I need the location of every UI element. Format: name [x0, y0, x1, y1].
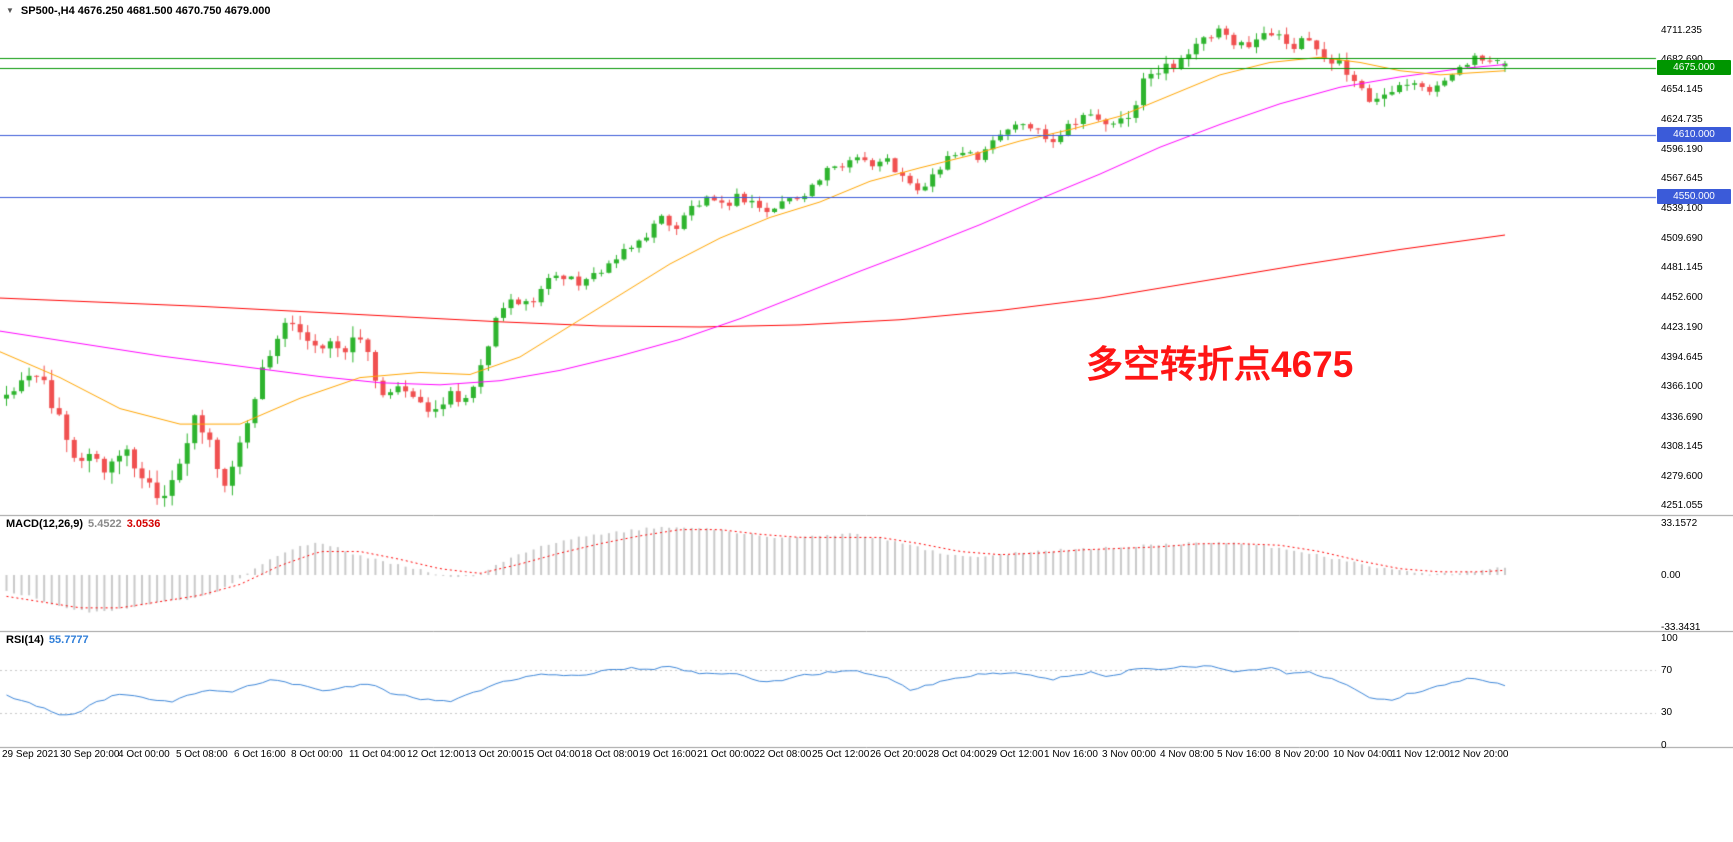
time-axis-label: 21 Oct 00:00 [697, 749, 755, 760]
axis-tick-label: 33.1572 [1661, 518, 1698, 529]
axis-tick-label: 4654.145 [1661, 84, 1703, 95]
time-axis-label: 13 Oct 20:00 [465, 749, 523, 760]
price-line-badge: 4610.000 [1657, 127, 1731, 142]
axis-tick-label: 4539.100 [1661, 203, 1703, 214]
axis-tick-label: 100 [1661, 633, 1678, 644]
axis-tick-label: 4682.690 [1661, 54, 1703, 65]
chart-title-text: SP500-,H4 4676.250 4681.500 4670.750 467… [20, 5, 271, 17]
time-axis-label: 12 Oct 12:00 [407, 749, 465, 760]
axis-tick-label: 4452.600 [1661, 292, 1703, 303]
time-axis-label: 11 Nov 12:00 [1391, 749, 1450, 760]
time-axis-label: 15 Oct 04:00 [523, 749, 581, 760]
time-axis-label: 26 Oct 20:00 [870, 749, 928, 760]
time-axis-label: 18 Oct 08:00 [581, 749, 639, 760]
time-axis-label: 19 Oct 16:00 [639, 749, 697, 760]
time-axis-label: 11 Oct 04:00 [349, 749, 406, 760]
axis-tick-label: 4711.235 [1661, 25, 1702, 36]
rsi-label-text: RSI(14) [6, 634, 44, 646]
time-axis-label: 10 Nov 04:00 [1333, 749, 1393, 760]
axis-tick-label: 4509.690 [1661, 233, 1703, 244]
macd-label-text: MACD(12,26,9) [6, 518, 84, 530]
time-axis-label: 5 Oct 08:00 [176, 749, 228, 760]
time-axis-label: 1 Nov 16:00 [1044, 749, 1098, 760]
chevron-down-icon[interactable]: ▼ [6, 6, 14, 15]
macd-indicator-label: MACD(12,26,9) 5.4522 3.0536 [6, 518, 160, 530]
axis-tick-label: 4308.145 [1661, 441, 1703, 452]
time-axis-label: 4 Oct 00:00 [118, 749, 170, 760]
rsi-indicator-label: RSI(14) 55.7777 [6, 634, 89, 646]
axis-tick-label: 4596.190 [1661, 144, 1703, 155]
time-axis-label: 8 Nov 20:00 [1275, 749, 1329, 760]
time-axis-label: 29 Oct 12:00 [986, 749, 1044, 760]
axis-tick-label: 4624.735 [1661, 114, 1703, 125]
chart-annotation-text[interactable]: 多空转折点4675 [1086, 344, 1354, 385]
time-axis-label: 5 Nov 16:00 [1217, 749, 1271, 760]
axis-tick-label: 4366.100 [1661, 381, 1703, 392]
axis-tick-label: 30 [1661, 707, 1673, 718]
time-axis-label: 12 Nov 20:00 [1449, 749, 1509, 760]
time-axis-label: 4 Nov 08:00 [1160, 749, 1214, 760]
time-axis-label: 22 Oct 08:00 [754, 749, 812, 760]
axis-tick-label: -33.3431 [1661, 622, 1701, 633]
axis-tick-label: 70 [1661, 665, 1673, 676]
macd-main-value: 5.4522 [88, 518, 122, 530]
time-axis-label: 28 Oct 04:00 [928, 749, 986, 760]
axis-tick-label: 4394.645 [1661, 352, 1703, 363]
chart-title: ▼ SP500-,H4 4676.250 4681.500 4670.750 46… [6, 5, 270, 17]
time-axis-label: 3 Nov 00:00 [1102, 749, 1156, 760]
time-axis-label: 29 Sep 2021 [2, 749, 59, 760]
axis-tick-label: 4423.190 [1661, 322, 1703, 333]
axis-tick-label: 0.00 [1661, 570, 1681, 581]
time-axis-label: 6 Oct 16:00 [234, 749, 286, 760]
time-axis-label: 30 Sep 20:00 [60, 749, 120, 760]
price-line-badge: 4675.000 [1657, 60, 1731, 75]
axis-tick-label: 4567.645 [1661, 173, 1703, 184]
price-line-badge: 4550.000 [1657, 189, 1731, 204]
axis-tick-label: 4336.690 [1661, 412, 1703, 423]
macd-signal-value: 3.0536 [126, 518, 161, 530]
time-axis-label: 25 Oct 12:00 [812, 749, 870, 760]
axis-tick-label: 4251.055 [1661, 500, 1703, 511]
axis-tick-label: 0 [1661, 740, 1667, 751]
time-axis-label: 8 Oct 00:00 [291, 749, 343, 760]
axis-tick-label: 4279.600 [1661, 471, 1703, 482]
rsi-value: 55.7777 [48, 634, 89, 646]
axis-tick-label: 4481.145 [1661, 262, 1703, 273]
